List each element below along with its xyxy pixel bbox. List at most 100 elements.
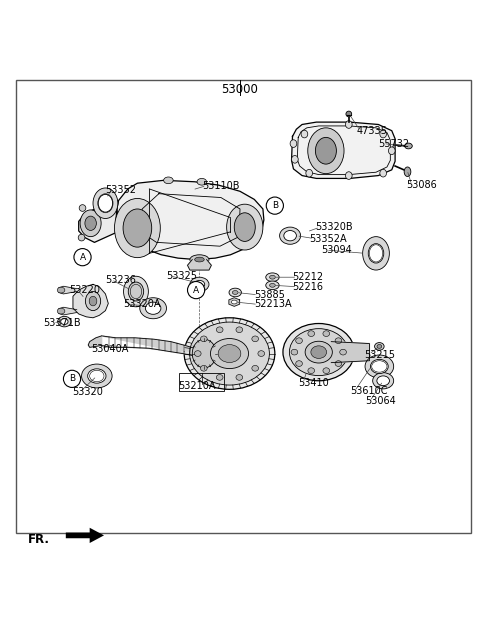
- Polygon shape: [79, 201, 120, 242]
- Ellipse shape: [184, 318, 275, 389]
- Ellipse shape: [190, 322, 269, 385]
- Polygon shape: [59, 286, 77, 294]
- Text: A: A: [193, 285, 199, 295]
- Text: 53215: 53215: [364, 349, 395, 359]
- Text: 53000: 53000: [222, 83, 258, 96]
- Circle shape: [266, 197, 283, 214]
- Ellipse shape: [85, 292, 101, 310]
- Circle shape: [188, 282, 204, 299]
- Polygon shape: [73, 284, 108, 318]
- Text: 53220: 53220: [69, 285, 100, 295]
- Text: 53885: 53885: [254, 290, 285, 300]
- Ellipse shape: [346, 121, 352, 128]
- Ellipse shape: [57, 287, 65, 293]
- Ellipse shape: [311, 346, 326, 359]
- Text: 47335: 47335: [357, 126, 388, 136]
- Text: 53610C: 53610C: [350, 386, 387, 396]
- Ellipse shape: [128, 282, 144, 301]
- Ellipse shape: [194, 280, 204, 289]
- Ellipse shape: [89, 296, 97, 306]
- Ellipse shape: [270, 275, 276, 279]
- Text: 53210A: 53210A: [178, 381, 216, 391]
- Text: 53352: 53352: [106, 185, 136, 195]
- Ellipse shape: [388, 147, 395, 155]
- Ellipse shape: [145, 302, 161, 314]
- Text: 53410: 53410: [298, 378, 329, 388]
- Ellipse shape: [266, 281, 279, 290]
- Text: 52212: 52212: [292, 272, 324, 282]
- Polygon shape: [116, 180, 264, 260]
- Ellipse shape: [82, 364, 112, 388]
- Ellipse shape: [190, 255, 209, 264]
- Ellipse shape: [195, 257, 204, 262]
- Ellipse shape: [252, 366, 259, 371]
- Text: 53064: 53064: [365, 396, 396, 406]
- Ellipse shape: [377, 344, 382, 348]
- Ellipse shape: [232, 290, 238, 294]
- Ellipse shape: [289, 329, 348, 376]
- Ellipse shape: [280, 227, 300, 244]
- Ellipse shape: [140, 298, 167, 319]
- Ellipse shape: [296, 361, 302, 366]
- Ellipse shape: [368, 244, 384, 263]
- Polygon shape: [188, 260, 211, 270]
- Ellipse shape: [308, 128, 344, 173]
- Circle shape: [74, 249, 91, 266]
- Ellipse shape: [88, 369, 106, 383]
- Ellipse shape: [290, 140, 297, 147]
- Ellipse shape: [372, 372, 394, 389]
- Ellipse shape: [201, 366, 207, 371]
- Ellipse shape: [236, 327, 243, 332]
- Ellipse shape: [291, 349, 298, 355]
- Text: 53110B: 53110B: [202, 180, 240, 190]
- Text: B: B: [69, 374, 75, 383]
- Ellipse shape: [380, 170, 386, 177]
- Ellipse shape: [80, 210, 101, 237]
- Ellipse shape: [377, 376, 389, 386]
- Ellipse shape: [363, 237, 389, 270]
- Polygon shape: [291, 122, 395, 178]
- Ellipse shape: [305, 341, 332, 363]
- Ellipse shape: [98, 195, 113, 212]
- Text: 53236: 53236: [106, 275, 136, 285]
- Ellipse shape: [218, 345, 241, 362]
- Text: 53371B: 53371B: [43, 317, 81, 327]
- Ellipse shape: [365, 355, 394, 378]
- Ellipse shape: [216, 374, 223, 380]
- Ellipse shape: [201, 336, 207, 342]
- Ellipse shape: [308, 368, 314, 374]
- Ellipse shape: [323, 331, 330, 337]
- Ellipse shape: [60, 319, 68, 324]
- Ellipse shape: [192, 339, 216, 368]
- Text: FR.: FR.: [28, 533, 49, 546]
- Polygon shape: [331, 342, 370, 362]
- Ellipse shape: [323, 368, 330, 374]
- Ellipse shape: [335, 361, 342, 366]
- Polygon shape: [229, 298, 240, 306]
- Text: 52213A: 52213A: [254, 299, 292, 309]
- Ellipse shape: [58, 316, 71, 327]
- Ellipse shape: [301, 130, 308, 138]
- Polygon shape: [59, 307, 77, 315]
- Ellipse shape: [190, 277, 209, 292]
- Text: 52216: 52216: [292, 282, 324, 292]
- Ellipse shape: [234, 213, 255, 242]
- Ellipse shape: [284, 230, 297, 241]
- Ellipse shape: [308, 331, 314, 337]
- Ellipse shape: [123, 209, 152, 247]
- Text: 53094: 53094: [321, 245, 352, 255]
- Ellipse shape: [194, 351, 201, 356]
- Text: 53320A: 53320A: [123, 299, 161, 309]
- Ellipse shape: [123, 276, 148, 307]
- Ellipse shape: [340, 349, 347, 355]
- Ellipse shape: [374, 342, 384, 350]
- Ellipse shape: [252, 336, 259, 342]
- Ellipse shape: [79, 205, 86, 212]
- Ellipse shape: [283, 324, 355, 381]
- Ellipse shape: [405, 143, 412, 149]
- Ellipse shape: [164, 177, 173, 183]
- Ellipse shape: [346, 111, 352, 117]
- Ellipse shape: [236, 374, 243, 380]
- Ellipse shape: [296, 338, 302, 344]
- Circle shape: [63, 370, 81, 387]
